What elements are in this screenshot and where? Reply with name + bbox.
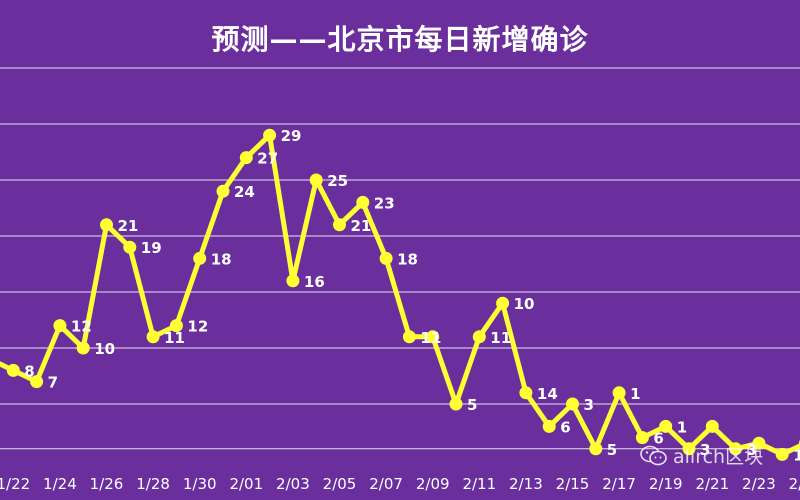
- data-labels: 8712102119111218242729162521231811511101…: [24, 127, 800, 464]
- data-label: 16: [304, 273, 325, 291]
- data-point: [6, 363, 20, 377]
- data-label: 8: [24, 362, 34, 380]
- data-point: [682, 442, 696, 456]
- x-tick-label: 2/13: [509, 475, 543, 493]
- data-label: 27: [257, 150, 278, 168]
- data-point: [426, 330, 440, 344]
- data-point: [775, 447, 789, 461]
- data-point: [286, 274, 300, 288]
- data-point: [146, 330, 160, 344]
- x-tick-label: 1/22: [0, 475, 30, 493]
- data-label: 29: [281, 127, 302, 145]
- data-label: 24: [234, 183, 255, 201]
- data-point: [705, 419, 719, 433]
- data-label: 10: [94, 340, 115, 358]
- data-label: 21: [118, 217, 139, 235]
- data-point: [542, 419, 556, 433]
- data-label: 6: [653, 430, 663, 448]
- watermark: alirch区块: [640, 442, 763, 469]
- wechat-icon: [640, 445, 667, 465]
- data-point: [752, 436, 766, 450]
- data-point: [76, 341, 90, 355]
- data-label: 23: [374, 194, 395, 212]
- x-tick-label: 2/09: [416, 475, 450, 493]
- data-point: [53, 319, 67, 333]
- data-label: 3: [700, 441, 710, 459]
- data-point: [519, 386, 533, 400]
- chart-title: 预测——北京市每日新增确诊: [211, 23, 589, 56]
- x-tick-label: 2/17: [602, 475, 636, 493]
- data-point: [216, 184, 230, 198]
- data-label: 11: [490, 329, 511, 347]
- data-label: 7: [48, 374, 58, 392]
- x-tick-label: 2/05: [323, 475, 357, 493]
- series-line: [0, 132, 800, 457]
- x-tick-label: 2/03: [276, 475, 310, 493]
- data-label: 11: [164, 329, 185, 347]
- series-path: [0, 132, 800, 457]
- data-label: 3: [747, 441, 757, 459]
- x-tick-label: 1/24: [43, 475, 77, 493]
- grid-lines: [0, 67, 800, 450]
- data-label: 19: [141, 239, 162, 257]
- data-label: 1: [630, 385, 640, 403]
- data-label: 1: [793, 446, 800, 464]
- data-point: [589, 442, 603, 456]
- data-point: [449, 397, 463, 411]
- x-tick-label: 1/28: [136, 475, 170, 493]
- data-point: [612, 386, 626, 400]
- data-label: 18: [211, 250, 232, 268]
- data-label: 14: [537, 385, 558, 403]
- data-point: [659, 419, 673, 433]
- data-point: [566, 397, 579, 411]
- data-point: [30, 375, 44, 389]
- data-label: 5: [467, 396, 477, 414]
- data-label: 25: [327, 172, 348, 190]
- data-label: 6: [560, 418, 570, 436]
- data-point: [729, 442, 743, 456]
- x-tick-label: 2/07: [369, 475, 403, 493]
- x-tick-label: 2/15: [556, 475, 590, 493]
- x-tick-label: 2/21: [695, 475, 729, 493]
- data-point: [169, 319, 183, 333]
- data-point: [193, 251, 207, 265]
- data-label: 18: [397, 250, 418, 268]
- x-tick-label: 1/30: [183, 475, 217, 493]
- x-tick-label: 2/23: [742, 475, 776, 493]
- data-label: 1: [677, 418, 687, 436]
- x-tick-label: 2/19: [649, 475, 683, 493]
- x-tick-label: 2/25: [789, 475, 800, 493]
- data-label: 11: [420, 329, 441, 347]
- data-point: [123, 240, 137, 254]
- data-point: [239, 151, 253, 165]
- data-point: [309, 173, 323, 187]
- data-label: 21: [351, 217, 372, 235]
- data-point: [333, 218, 346, 232]
- data-label: 5: [607, 441, 617, 459]
- data-label: 3: [584, 396, 594, 414]
- data-point: [496, 296, 510, 310]
- data-point: [356, 195, 370, 209]
- data-point: [635, 431, 649, 445]
- x-tick-label: 1/26: [90, 475, 124, 493]
- data-point: [472, 330, 486, 344]
- x-tick-label: 2/11: [462, 475, 496, 493]
- x-tick-label: 2/01: [229, 475, 263, 493]
- watermark-text: alirch区块: [673, 446, 764, 468]
- data-label: 12: [71, 318, 92, 336]
- data-point: [100, 218, 113, 232]
- data-point: [263, 128, 277, 142]
- data-points: [6, 128, 800, 461]
- data-point: [402, 330, 416, 344]
- data-point: [379, 251, 393, 265]
- data-label: 10: [514, 295, 535, 313]
- data-label: 12: [187, 318, 208, 336]
- x-axis-ticks: 1/22 1/24 1/26 1/28 1/30 2/01 2/03 2/05 2/07 2/09…: [0, 475, 800, 493]
